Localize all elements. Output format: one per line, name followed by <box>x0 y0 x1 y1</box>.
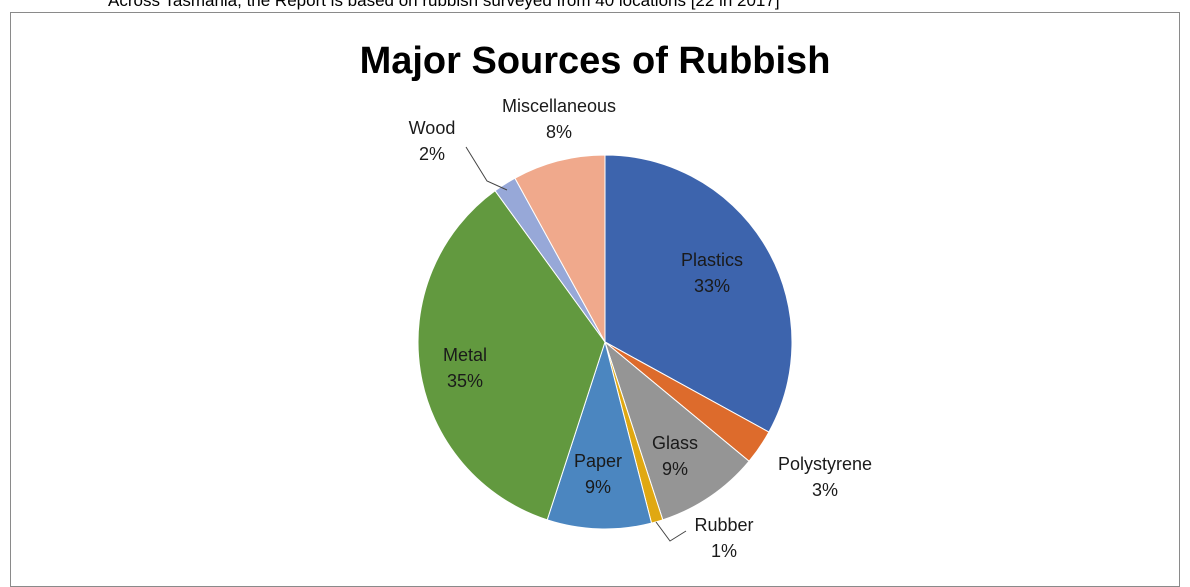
page-caption: Across Tasmania, the Report is based on … <box>108 0 780 10</box>
slice-label-metal: Metal 35% <box>443 345 487 391</box>
slice-category-miscellaneous: Miscellaneous <box>502 96 616 116</box>
pie-slice-glass <box>603 340 750 521</box>
slice-label-glass: Glass 9% <box>652 433 698 479</box>
slice-percent-metal: 35% <box>447 371 483 391</box>
slice-label-paper: Paper 9% <box>574 451 622 497</box>
slice-percent-plastics: 33% <box>694 276 730 296</box>
slice-percent-polystyrene: 3% <box>812 480 838 500</box>
slice-category-rubber: Rubber <box>694 515 753 535</box>
slice-label-plastics: Plastics 33% <box>681 250 743 296</box>
slice-percent-rubber: 1% <box>711 541 737 561</box>
slice-percent-miscellaneous: 8% <box>546 122 572 142</box>
pie-slice-metal <box>417 190 606 521</box>
slice-category-paper: Paper <box>574 451 622 471</box>
leader-line-wood <box>465 146 508 191</box>
slice-percent-glass: 9% <box>662 459 688 479</box>
pie-slice-paper <box>546 340 653 530</box>
slice-category-wood: Wood <box>409 118 456 138</box>
pie-slice-miscellaneous <box>514 154 606 343</box>
slice-category-polystyrene: Polystyrene <box>778 454 872 474</box>
leader-line-rubber <box>655 521 687 542</box>
slice-percent-wood: 2% <box>419 144 445 164</box>
slice-category-glass: Glass <box>652 433 698 453</box>
pie-slice-plastics <box>604 154 793 433</box>
chart-title: Major Sources of Rubbish <box>359 40 831 82</box>
slice-label-rubber: Rubber 1% <box>694 515 753 561</box>
slice-percent-paper: 9% <box>585 477 611 497</box>
slice-label-miscellaneous: Miscellaneous 8% <box>502 96 616 142</box>
slice-label-polystyrene: Polystyrene 3% <box>778 454 872 500</box>
slice-category-metal: Metal <box>443 345 487 365</box>
slice-label-wood: Wood 2% <box>409 118 456 164</box>
slice-category-plastics: Plastics <box>681 250 743 270</box>
